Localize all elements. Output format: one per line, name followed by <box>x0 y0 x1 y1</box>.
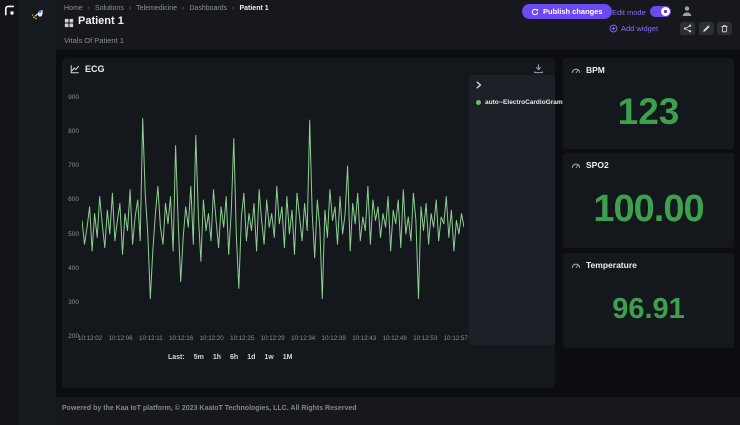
time-range-option[interactable]: 1h <box>212 354 222 361</box>
bpm-title: BPM <box>586 65 605 75</box>
y-tick-label: 700 <box>68 162 79 170</box>
gauge-icon <box>571 263 581 269</box>
download-icon[interactable] <box>533 63 544 74</box>
legend-panel: auto--ElectroCardioGram <box>469 75 563 345</box>
y-tick-label: 600 <box>68 196 79 204</box>
rocket-icon[interactable] <box>19 0 56 22</box>
y-axis-labels: 900 800 700 600 500 400 300 200 <box>62 94 79 340</box>
page-subtitle: Vitals Of Patient 1 <box>64 36 124 45</box>
breadcrumb-separator: › <box>87 5 91 12</box>
time-range-option[interactable]: 6h <box>230 354 239 361</box>
y-tick-label: 200 <box>68 332 79 340</box>
toggle-knob <box>661 7 670 16</box>
time-range-option[interactable]: 1w <box>264 354 274 361</box>
y-tick-label: 300 <box>68 298 79 306</box>
breadcrumb-item[interactable]: Home <box>64 5 83 12</box>
time-range-selector: Last: 5m 1h 6h 1d 1w 1M <box>168 354 292 361</box>
x-tick-label: 10:12:11 <box>139 335 163 342</box>
x-tick-label: 10:12:57 <box>443 335 468 342</box>
breadcrumb-item[interactable]: Solutions <box>95 5 124 12</box>
spo2-widget-card: SPO2 100.00 <box>563 153 734 248</box>
line-chart-icon <box>70 65 80 74</box>
temperature-widget-card: Temperature 96.91 <box>563 253 734 348</box>
ecg-widget-card: ECG 900 800 700 600 500 400 300 200 10:12:02 10:… <box>62 58 563 388</box>
time-range-option[interactable]: 5m <box>193 354 204 361</box>
breadcrumb-item[interactable]: Telemedicine <box>136 5 178 12</box>
temperature-title: Temperature <box>586 260 637 270</box>
legend-series-dot <box>476 100 481 105</box>
x-tick-label: 10:12:06 <box>108 335 133 342</box>
user-account-icon[interactable] <box>681 5 693 17</box>
y-tick-label: 900 <box>68 94 79 101</box>
spo2-value: 100.00 <box>593 187 704 230</box>
x-tick-label: 10:12:34 <box>291 335 316 342</box>
ecg-waveform[interactable] <box>82 98 464 336</box>
breadcrumb-separator: › <box>182 5 185 12</box>
breadcrumb-separator: › <box>128 5 132 12</box>
sync-icon <box>531 8 539 15</box>
y-tick-label: 800 <box>68 128 79 136</box>
gauge-icon <box>571 163 581 169</box>
x-tick-label: 10:12:43 <box>352 335 377 342</box>
trash-icon <box>721 25 728 33</box>
plus-circle-icon <box>609 24 618 33</box>
pencil-icon <box>703 25 710 32</box>
dashboard-title-grid-icon <box>64 18 74 28</box>
icon-rail <box>0 0 19 425</box>
workspace-rail <box>19 0 56 425</box>
page-title: Patient 1 <box>78 15 124 27</box>
x-tick-label: 10:12:16 <box>169 335 194 342</box>
edit-mode-label: Edit mode <box>612 8 646 17</box>
share-button[interactable] <box>680 22 695 35</box>
edit-dashboard-button[interactable] <box>699 22 714 35</box>
time-range-label: Last: <box>168 354 185 361</box>
breadcrumb-item[interactable]: Patient 1 <box>239 5 269 12</box>
share-nodes-icon <box>683 24 692 33</box>
breadcrumb-separator: › <box>232 5 235 12</box>
x-tick-label: 10:12:20 <box>199 335 224 342</box>
x-tick-label: 10:12:29 <box>260 335 285 342</box>
kaa-logo[interactable] <box>0 0 19 17</box>
time-range-option[interactable]: 1d <box>247 354 256 361</box>
x-tick-label: 10:12:48 <box>382 335 407 342</box>
footer-copyright: Powered by the Kaa IoT platform, © 2023 … <box>62 405 357 412</box>
x-tick-label: 10:12:53 <box>413 335 438 342</box>
spo2-title: SPO2 <box>586 160 609 170</box>
bpm-widget-card: BPM 123 <box>563 58 734 149</box>
legend-series-label: auto--ElectroCardioGram <box>485 99 563 106</box>
y-tick-label: 400 <box>68 264 79 272</box>
x-tick-label: 10:12:25 <box>230 335 255 342</box>
y-tick-label: 500 <box>68 230 79 238</box>
bpm-value: 123 <box>617 91 680 132</box>
breadcrumb: Home › Solutions › Telemedicine › Dashboards › P… <box>64 5 269 12</box>
delete-dashboard-button[interactable] <box>717 22 732 35</box>
x-tick-label: 10:12:02 <box>78 335 103 342</box>
x-tick-label: 10:12:39 <box>321 335 346 342</box>
time-range-option[interactable]: 1M <box>282 354 293 361</box>
legend-collapse-chevron[interactable] <box>476 81 482 89</box>
temperature-value: 96.91 <box>612 292 685 325</box>
legend-item[interactable]: auto--ElectroCardioGram <box>476 99 563 106</box>
breadcrumb-item[interactable]: Dashboards <box>189 5 228 12</box>
ecg-card-title: ECG <box>85 64 105 74</box>
gauge-icon <box>571 68 581 74</box>
edit-mode-toggle[interactable] <box>650 6 671 17</box>
x-axis-labels: 10:12:02 10:12:06 10:12:11 10:12:16 10:12:20… <box>78 335 468 342</box>
publish-changes-button[interactable]: Publish changes <box>522 4 612 19</box>
add-widget-button[interactable]: Add widget <box>609 24 658 33</box>
